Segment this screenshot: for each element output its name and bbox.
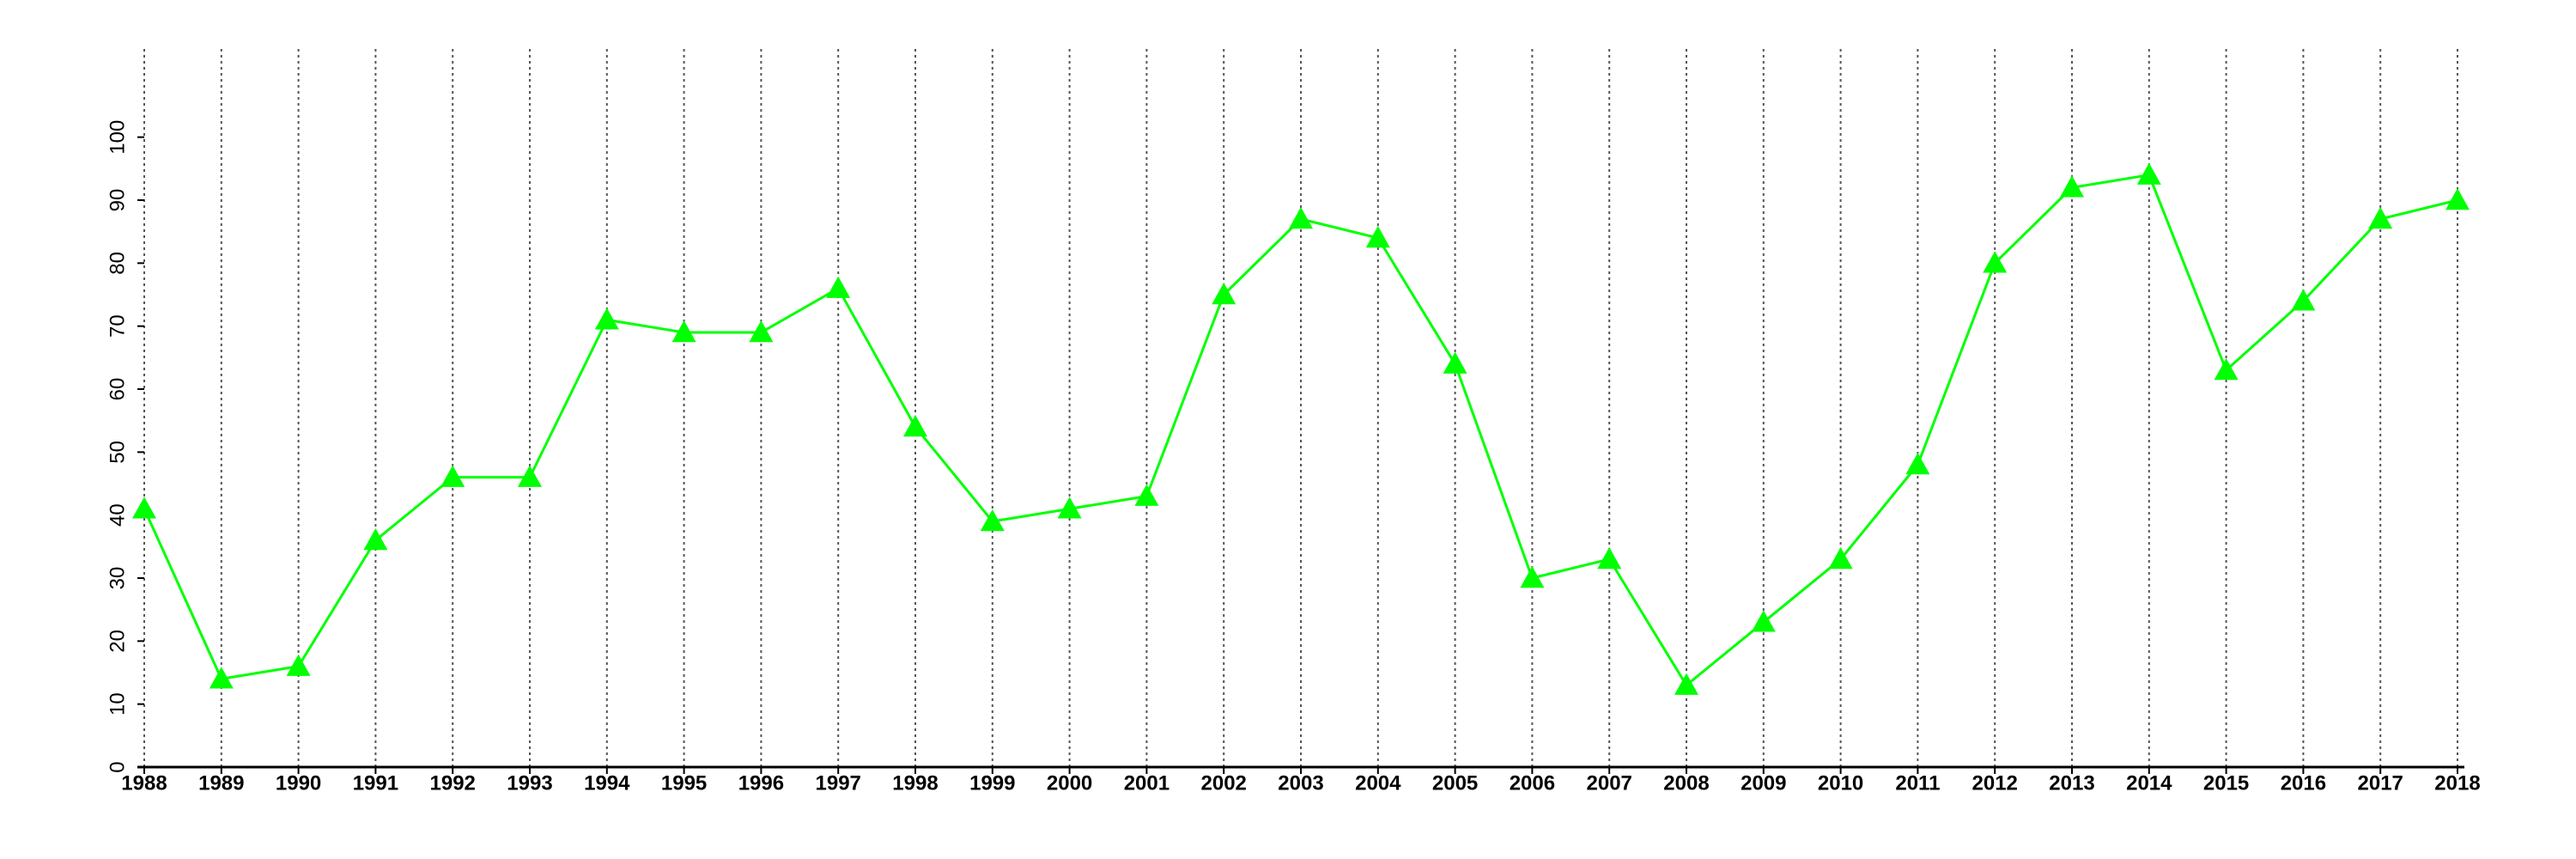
x-tick-label: 2006	[1510, 771, 1555, 795]
x-tick-label: 2013	[2049, 771, 2094, 795]
y-tick-label: 100	[106, 120, 129, 155]
marker	[1751, 610, 1776, 632]
marker	[1828, 547, 1853, 570]
x-tick-label: 2003	[1278, 771, 1323, 795]
marker	[2291, 289, 2316, 311]
x-tick-label: 1998	[892, 771, 938, 795]
x-tick-label: 2001	[1124, 771, 1170, 795]
x-tick-label: 1989	[198, 771, 244, 795]
y-tick-label: 50	[106, 441, 129, 464]
marker	[980, 509, 1005, 532]
marker	[2136, 162, 2161, 185]
x-tick-label: 1991	[353, 771, 398, 795]
x-tick-label: 1990	[276, 771, 321, 795]
y-tick-label: 20	[106, 630, 129, 653]
marker	[363, 528, 388, 551]
marker	[1289, 207, 1313, 229]
marker	[1057, 497, 1082, 519]
x-tick-label: 2018	[2434, 771, 2480, 795]
y-tick-label: 90	[106, 189, 129, 212]
x-tick-label: 2004	[1355, 771, 1401, 795]
x-tick-label: 2008	[1663, 771, 1709, 795]
marker	[1443, 351, 1467, 374]
x-tick-label: 2016	[2281, 771, 2326, 795]
marker	[1212, 283, 1236, 305]
marker	[2060, 175, 2084, 198]
marker	[1905, 453, 1930, 475]
marker	[286, 654, 311, 676]
marker	[826, 276, 851, 298]
x-tick-label: 1993	[507, 771, 552, 795]
x-tick-label: 1999	[969, 771, 1015, 795]
x-tick-label: 1988	[121, 771, 167, 795]
marker	[1134, 484, 1159, 506]
x-tick-label: 2005	[1432, 771, 1478, 795]
x-tick-label: 1994	[584, 771, 630, 795]
marker	[749, 320, 774, 343]
y-tick-label: 40	[106, 503, 129, 527]
marker	[209, 667, 234, 689]
x-tick-label: 2007	[1587, 771, 1632, 795]
y-tick-label: 10	[106, 692, 129, 716]
marker	[2214, 358, 2239, 381]
marker	[132, 497, 156, 519]
x-tick-label: 2017	[2358, 771, 2403, 795]
x-tick-label: 1995	[661, 771, 707, 795]
x-tick-label: 1996	[738, 771, 784, 795]
y-tick-label: 0	[106, 761, 129, 772]
x-tick-label: 2012	[1972, 771, 2018, 795]
marker	[1597, 547, 1622, 570]
marker	[518, 465, 542, 487]
marker	[2368, 207, 2393, 229]
x-tick-label: 2010	[1818, 771, 1863, 795]
y-tick-label: 80	[106, 252, 129, 275]
x-tick-label: 2000	[1047, 771, 1092, 795]
marker	[1365, 226, 1390, 248]
x-tick-label: 2009	[1741, 771, 1786, 795]
marker	[2445, 188, 2470, 210]
marker	[903, 415, 927, 437]
x-tick-label: 1997	[816, 771, 861, 795]
marker	[594, 308, 619, 330]
marker	[440, 465, 465, 487]
x-tick-label: 1992	[430, 771, 476, 795]
x-tick-label: 2014	[2126, 771, 2172, 795]
y-tick-label: 30	[106, 567, 129, 590]
marker	[1520, 566, 1545, 588]
y-tick-label: 70	[106, 314, 129, 338]
x-tick-label: 2015	[2203, 771, 2249, 795]
x-tick-label: 2002	[1201, 771, 1247, 795]
y-tick-label: 60	[106, 378, 129, 401]
marker	[671, 320, 696, 343]
marker	[1674, 673, 1698, 695]
marker	[1983, 251, 2008, 273]
x-tick-label: 2011	[1895, 771, 1940, 795]
